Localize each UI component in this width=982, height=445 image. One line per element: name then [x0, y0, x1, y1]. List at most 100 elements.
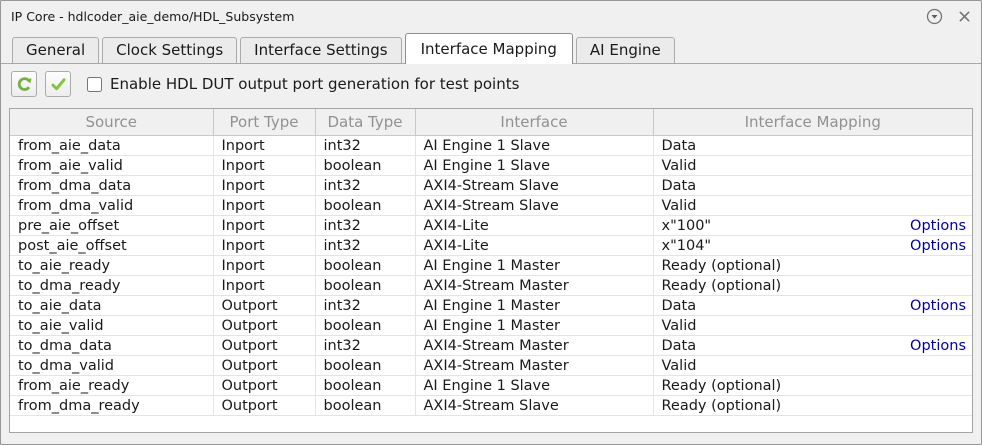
- cell-interface[interactable]: AXI4-Lite: [415, 235, 654, 256]
- cell-interface[interactable]: AI Engine 1 Slave: [415, 375, 654, 396]
- cell-source[interactable]: from_dma_valid: [10, 195, 214, 216]
- testpoints-checkbox[interactable]: [87, 76, 102, 92]
- tab-interface-settings[interactable]: Interface Settings: [240, 37, 402, 63]
- options-link[interactable]: Options: [910, 237, 966, 254]
- options-link[interactable]: Options: [910, 297, 966, 314]
- table-row[interactable]: to_dma_data Outport int32 AXI4-Stream Maste…: [10, 335, 972, 356]
- table-row[interactable]: to_aie_valid Outport boolean AI Engine 1 Ma…: [10, 315, 972, 336]
- table-row[interactable]: from_dma_data Inport int32 AXI4-Stream Slav…: [10, 175, 972, 196]
- cell-source[interactable]: post_aie_offset: [10, 235, 214, 256]
- cell-port-type[interactable]: Outport: [213, 335, 316, 356]
- cell-data-type[interactable]: boolean: [315, 355, 416, 376]
- cell-interface-mapping[interactable]: Valid: [653, 315, 972, 336]
- cell-port-type[interactable]: Outport: [213, 375, 316, 396]
- cell-port-type[interactable]: Outport: [213, 295, 316, 316]
- cell-port-type[interactable]: Inport: [213, 195, 316, 216]
- collapse-circle-icon[interactable]: [925, 7, 943, 25]
- cell-source[interactable]: from_aie_ready: [10, 375, 214, 396]
- cell-data-type[interactable]: int32: [315, 175, 416, 196]
- cell-interface[interactable]: AXI4-Stream Master: [415, 275, 654, 296]
- testpoints-checkbox-label[interactable]: Enable HDL DUT output port generation fo…: [110, 75, 520, 93]
- table-row[interactable]: from_aie_data Inport int32 AI Engine 1 Slav…: [10, 135, 972, 156]
- cell-data-type[interactable]: boolean: [315, 275, 416, 296]
- cell-source[interactable]: to_dma_valid: [10, 355, 214, 376]
- close-icon[interactable]: [955, 7, 973, 25]
- cell-interface-mapping[interactable]: Valid: [653, 155, 972, 176]
- cell-interface-mapping[interactable]: Data: [653, 135, 972, 156]
- cell-source[interactable]: to_aie_ready: [10, 255, 214, 276]
- cell-port-type[interactable]: Outport: [213, 355, 316, 376]
- options-link[interactable]: Options: [910, 337, 966, 354]
- cell-port-type[interactable]: Inport: [213, 155, 316, 176]
- cell-port-type[interactable]: Inport: [213, 255, 316, 276]
- cell-source[interactable]: to_aie_valid: [10, 315, 214, 336]
- cell-interface-mapping[interactable]: Data Options: [653, 295, 972, 316]
- cell-interface-mapping[interactable]: Ready (optional): [653, 395, 972, 416]
- cell-source[interactable]: pre_aie_offset: [10, 215, 214, 236]
- table-row[interactable]: to_aie_data Outport int32 AI Engine 1 Maste…: [10, 295, 972, 316]
- cell-port-type[interactable]: Inport: [213, 215, 316, 236]
- cell-interface[interactable]: AI Engine 1 Master: [415, 255, 654, 276]
- cell-interface-mapping[interactable]: Ready (optional): [653, 255, 972, 276]
- tab-interface-mapping[interactable]: Interface Mapping: [404, 33, 573, 64]
- table-row[interactable]: to_aie_ready Inport boolean AI Engine 1 Mas…: [10, 255, 972, 276]
- cell-data-type[interactable]: boolean: [315, 255, 416, 276]
- cell-port-type[interactable]: Inport: [213, 135, 316, 156]
- cell-interface[interactable]: AI Engine 1 Slave: [415, 135, 654, 156]
- cell-data-type[interactable]: boolean: [315, 315, 416, 336]
- table-row[interactable]: from_dma_valid Inport boolean AXI4-Stream S…: [10, 195, 972, 216]
- cell-port-type[interactable]: Inport: [213, 235, 316, 256]
- cell-interface[interactable]: AXI4-Stream Master: [415, 355, 654, 376]
- tab-clock-settings[interactable]: Clock Settings: [102, 37, 238, 63]
- cell-interface-mapping[interactable]: x"104" Options: [653, 235, 972, 256]
- cell-interface-mapping[interactable]: Data: [653, 175, 972, 196]
- cell-interface[interactable]: AI Engine 1 Slave: [415, 155, 654, 176]
- cell-source[interactable]: from_aie_valid: [10, 155, 214, 176]
- cell-data-type[interactable]: boolean: [315, 195, 416, 216]
- header-data-type: Data Type: [315, 109, 416, 136]
- cell-interface[interactable]: AXI4-Stream Master: [415, 335, 654, 356]
- cell-interface[interactable]: AI Engine 1 Master: [415, 315, 654, 336]
- cell-interface[interactable]: AXI4-Stream Slave: [415, 195, 654, 216]
- cell-port-type[interactable]: Inport: [213, 175, 316, 196]
- cell-data-type[interactable]: int32: [315, 295, 416, 316]
- cell-interface[interactable]: AI Engine 1 Master: [415, 295, 654, 316]
- cell-data-type[interactable]: int32: [315, 335, 416, 356]
- table-row[interactable]: pre_aie_offset Inport int32 AXI4-Lite x"100"…: [10, 215, 972, 236]
- cell-interface-mapping[interactable]: Data Options: [653, 335, 972, 356]
- cell-interface-mapping[interactable]: x"100" Options: [653, 215, 972, 236]
- cell-interface-mapping[interactable]: Ready (optional): [653, 375, 972, 396]
- cell-interface-mapping[interactable]: Ready (optional): [653, 275, 972, 296]
- table-row[interactable]: from_aie_valid Inport boolean AI Engine 1 S…: [10, 155, 972, 176]
- options-link[interactable]: Options: [910, 217, 966, 234]
- cell-interface-mapping[interactable]: Valid: [653, 355, 972, 376]
- cell-interface[interactable]: AXI4-Stream Slave: [415, 395, 654, 416]
- cell-data-type[interactable]: int32: [315, 135, 416, 156]
- cell-port-type[interactable]: Outport: [213, 315, 316, 336]
- tab-general[interactable]: General: [12, 37, 100, 63]
- cell-source[interactable]: from_dma_data: [10, 175, 214, 196]
- table-row[interactable]: to_dma_valid Outport boolean AXI4-Stream Ma…: [10, 355, 972, 376]
- table-row[interactable]: from_dma_ready Outport boolean AXI4-Stream …: [10, 395, 972, 416]
- cell-data-type[interactable]: int32: [315, 215, 416, 236]
- tab-ai-engine[interactable]: AI Engine: [575, 37, 675, 63]
- cell-data-type[interactable]: int32: [315, 235, 416, 256]
- refresh-button[interactable]: [11, 71, 37, 97]
- cell-interface-mapping[interactable]: Valid: [653, 195, 972, 216]
- cell-port-type[interactable]: Inport: [213, 275, 316, 296]
- cell-interface[interactable]: AXI4-Stream Slave: [415, 175, 654, 196]
- cell-source[interactable]: from_dma_ready: [10, 395, 214, 416]
- cell-source[interactable]: to_aie_data: [10, 295, 214, 316]
- cell-interface[interactable]: AXI4-Lite: [415, 215, 654, 236]
- cell-source[interactable]: to_dma_ready: [10, 275, 214, 296]
- table-row[interactable]: from_aie_ready Outport boolean AI Engine 1 …: [10, 375, 972, 396]
- table-row[interactable]: post_aie_offset Inport int32 AXI4-Lite x"104…: [10, 235, 972, 256]
- cell-data-type[interactable]: boolean: [315, 395, 416, 416]
- apply-button[interactable]: [45, 71, 71, 97]
- cell-data-type[interactable]: boolean: [315, 375, 416, 396]
- cell-port-type[interactable]: Outport: [213, 395, 316, 416]
- cell-data-type[interactable]: boolean: [315, 155, 416, 176]
- cell-source[interactable]: to_dma_data: [10, 335, 214, 356]
- cell-source[interactable]: from_aie_data: [10, 135, 214, 156]
- table-row[interactable]: to_dma_ready Inport boolean AXI4-Stream Mas…: [10, 275, 972, 296]
